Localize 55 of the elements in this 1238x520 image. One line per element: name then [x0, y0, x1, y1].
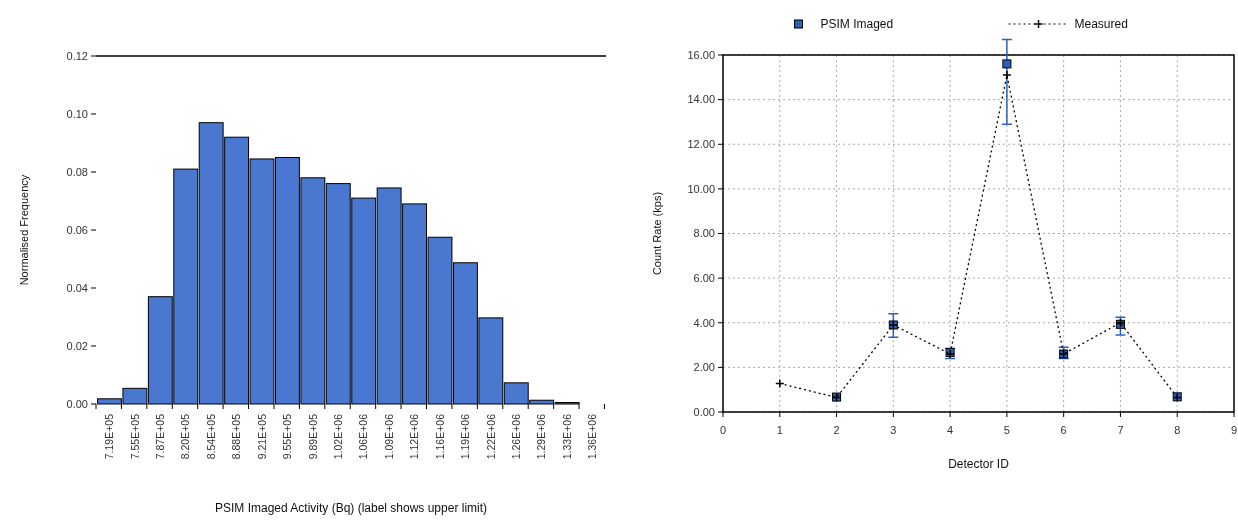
- legend-label: Measured: [1074, 17, 1128, 32]
- x-tick-label: 1: [776, 424, 783, 436]
- x-tick-label: 7.87E+05: [154, 413, 166, 460]
- x-tick-label: 1.33E+06: [560, 413, 573, 460]
- y-tick-label: 8.00: [693, 227, 715, 240]
- point: [1002, 59, 1012, 69]
- x-tick-label: 1.26E+06: [509, 413, 522, 460]
- x-tick-label: 8.88E+05: [230, 413, 243, 460]
- x-tick-label: 6: [1060, 424, 1067, 436]
- y-tick-label: 0.06: [66, 223, 88, 236]
- x-tick-label: 9.21E+05: [255, 413, 268, 460]
- x-tick-label: 1.36E+06: [586, 413, 599, 460]
- x-axis-title: Detector ID: [948, 457, 1010, 471]
- x-tick-label: 1.19E+06: [459, 413, 472, 460]
- x-tick-label: 9.89E+05: [306, 413, 319, 460]
- y-tick-label: 0.08: [66, 165, 88, 178]
- legend-label: PSIM Imaged: [820, 17, 894, 32]
- x-tick-label: 1.09E+06: [382, 413, 395, 460]
- y-tick-label: 2.00: [693, 361, 715, 374]
- y-tick-label: 14.00: [687, 93, 715, 106]
- y-axis-title: Count Rate (kps): [651, 191, 663, 276]
- y-tick-label: 0.12: [66, 49, 88, 62]
- x-tick-label: 7.55E+05: [128, 413, 141, 460]
- x-tick-label: 8: [1174, 424, 1181, 436]
- y-tick-label: 16.00: [687, 48, 715, 61]
- x-tick-label: 0: [719, 424, 727, 436]
- x-tick-label: 7: [1117, 424, 1124, 436]
- x-tick-label: 4: [947, 424, 954, 436]
- x-tick-label: 8.20E+05: [179, 413, 192, 460]
- y-tick-label: 12.00: [687, 138, 715, 151]
- point: [775, 378, 785, 389]
- y-tick-label: 10.00: [687, 182, 715, 195]
- x-tick-label: 8.54E+05: [204, 413, 217, 460]
- x-tick-label: 9: [1230, 424, 1238, 436]
- x-tick-label: 5: [1003, 424, 1010, 436]
- y-tick-label: 0.04: [66, 281, 88, 294]
- x-tick-label: 9.55E+05: [281, 413, 294, 460]
- x-tick-label: 1.06E+06: [357, 413, 370, 460]
- x-tick-label: 3: [890, 424, 897, 436]
- y-axis-title: Normalised Frequency: [18, 174, 30, 286]
- x-axis-title: PSIM Imaged Activity (Bq) (label shows upper limit): [214, 501, 488, 515]
- y-tick-label: 0.10: [66, 107, 88, 120]
- y-tick-label: 0.00: [66, 397, 88, 410]
- x-tick-label: 1.29E+06: [535, 413, 548, 460]
- x-tick-label: 1.22E+06: [484, 413, 497, 460]
- y-tick-label: 6.00: [693, 271, 715, 284]
- x-tick-label: 1.02E+06: [331, 413, 344, 460]
- x-tick-label: 1.12E+06: [408, 413, 421, 460]
- y-tick-label: 4.00: [693, 316, 715, 329]
- x-tick-label: 1.16E+06: [433, 413, 446, 460]
- x-tick-label: 2: [833, 424, 840, 436]
- y-tick-label: 0.02: [66, 339, 88, 352]
- point: [1002, 70, 1012, 80]
- x-tick-label: 7.19E+05: [103, 413, 116, 460]
- y-tick-label: 0.00: [693, 405, 715, 418]
